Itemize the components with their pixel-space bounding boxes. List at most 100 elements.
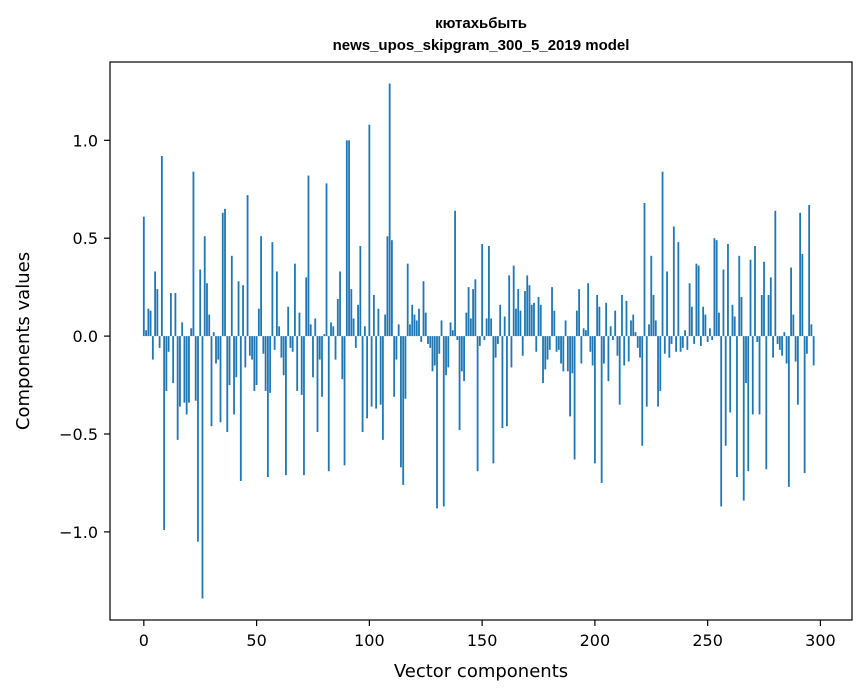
bar-274	[760, 294, 763, 337]
bar-52	[260, 236, 262, 337]
bar-65	[289, 336, 292, 348]
bar-104	[377, 308, 380, 337]
bar-289	[794, 336, 797, 362]
bar-253	[713, 238, 716, 337]
bar-284	[783, 332, 786, 337]
bar-240	[684, 330, 686, 337]
bar-138	[454, 210, 456, 337]
bar-247	[699, 336, 702, 346]
bar-20	[188, 336, 190, 403]
bar-30	[210, 336, 213, 427]
x-axis-label: Vector components	[394, 661, 568, 682]
bar-281	[776, 336, 779, 344]
bar-152	[485, 318, 488, 337]
bar-102	[372, 294, 375, 337]
bar-232	[666, 271, 668, 337]
bar-103	[375, 336, 378, 409]
bar-59	[275, 271, 278, 337]
bar-292	[801, 253, 804, 337]
y-tick-label: 0.0	[73, 327, 98, 346]
bar-170	[526, 275, 529, 337]
bar-185	[560, 336, 562, 364]
bar-122	[418, 308, 420, 337]
bar-147	[474, 279, 477, 337]
bar-175	[537, 296, 540, 337]
bar-41	[235, 336, 238, 378]
bar-9	[163, 336, 166, 530]
bar-70	[300, 336, 303, 395]
bar-173	[533, 302, 535, 337]
bar-200	[593, 336, 596, 464]
bar-182	[553, 310, 556, 337]
bar-86	[336, 298, 339, 337]
bar-218	[634, 332, 637, 337]
bar-32	[215, 336, 217, 364]
bar-37	[226, 336, 229, 433]
bar-282	[778, 336, 781, 350]
bar-85	[334, 336, 337, 360]
bar-268	[747, 336, 750, 472]
chart-title: кютахьбыть	[435, 15, 527, 32]
bar-267	[745, 336, 747, 384]
bar-58	[273, 336, 276, 350]
bar-186	[562, 336, 565, 372]
bar-191	[573, 336, 576, 460]
bar-176	[539, 304, 542, 337]
bar-262	[733, 316, 736, 337]
bar-181	[551, 287, 553, 337]
bar-116	[404, 336, 407, 399]
bar-39	[230, 255, 233, 337]
y-axis-label: Components values	[13, 252, 34, 430]
bar-158	[499, 304, 502, 337]
bar-230	[661, 171, 664, 337]
bar-160	[503, 316, 506, 337]
bar-84	[332, 326, 335, 337]
bar-21	[190, 328, 193, 337]
bar-244	[693, 336, 696, 344]
bar-290	[796, 336, 799, 405]
bar-156	[494, 336, 497, 358]
bar-82	[327, 336, 330, 472]
bar-214	[625, 300, 628, 337]
bar-40	[233, 336, 235, 415]
bar-79	[321, 336, 323, 397]
bar-296	[810, 324, 813, 337]
bar-23	[194, 336, 197, 401]
bar-51	[257, 308, 260, 337]
bar-294	[805, 336, 808, 354]
bar-49	[253, 336, 256, 391]
bar-31	[212, 332, 215, 337]
bar-125	[424, 312, 427, 337]
bar-0	[142, 216, 145, 337]
bar-231	[663, 336, 666, 354]
bar-45	[244, 336, 247, 368]
bar-121	[415, 320, 418, 337]
bar-166	[517, 289, 520, 337]
bar-241	[686, 336, 689, 350]
bar-56	[269, 336, 272, 393]
bar-129	[433, 336, 436, 366]
bar-3	[149, 310, 152, 337]
bar-17	[181, 322, 184, 337]
bar-26	[201, 336, 204, 599]
bar-286	[787, 336, 790, 487]
bar-217	[632, 314, 635, 337]
bar-112	[395, 336, 398, 360]
bar-47	[248, 336, 251, 356]
bar-64	[287, 306, 290, 337]
bar-271	[754, 246, 756, 337]
bar-126	[427, 336, 429, 344]
bar-83	[330, 322, 332, 337]
bar-107	[384, 314, 387, 337]
bar-189	[569, 336, 571, 417]
bar-257	[722, 269, 725, 337]
bar-204	[603, 336, 605, 364]
bar-279	[772, 336, 774, 358]
bar-224	[648, 324, 650, 337]
bar-194	[580, 336, 583, 364]
bar-10	[165, 336, 168, 391]
bar-11	[167, 336, 170, 352]
bar-260	[729, 336, 732, 413]
bar-25	[199, 269, 202, 337]
